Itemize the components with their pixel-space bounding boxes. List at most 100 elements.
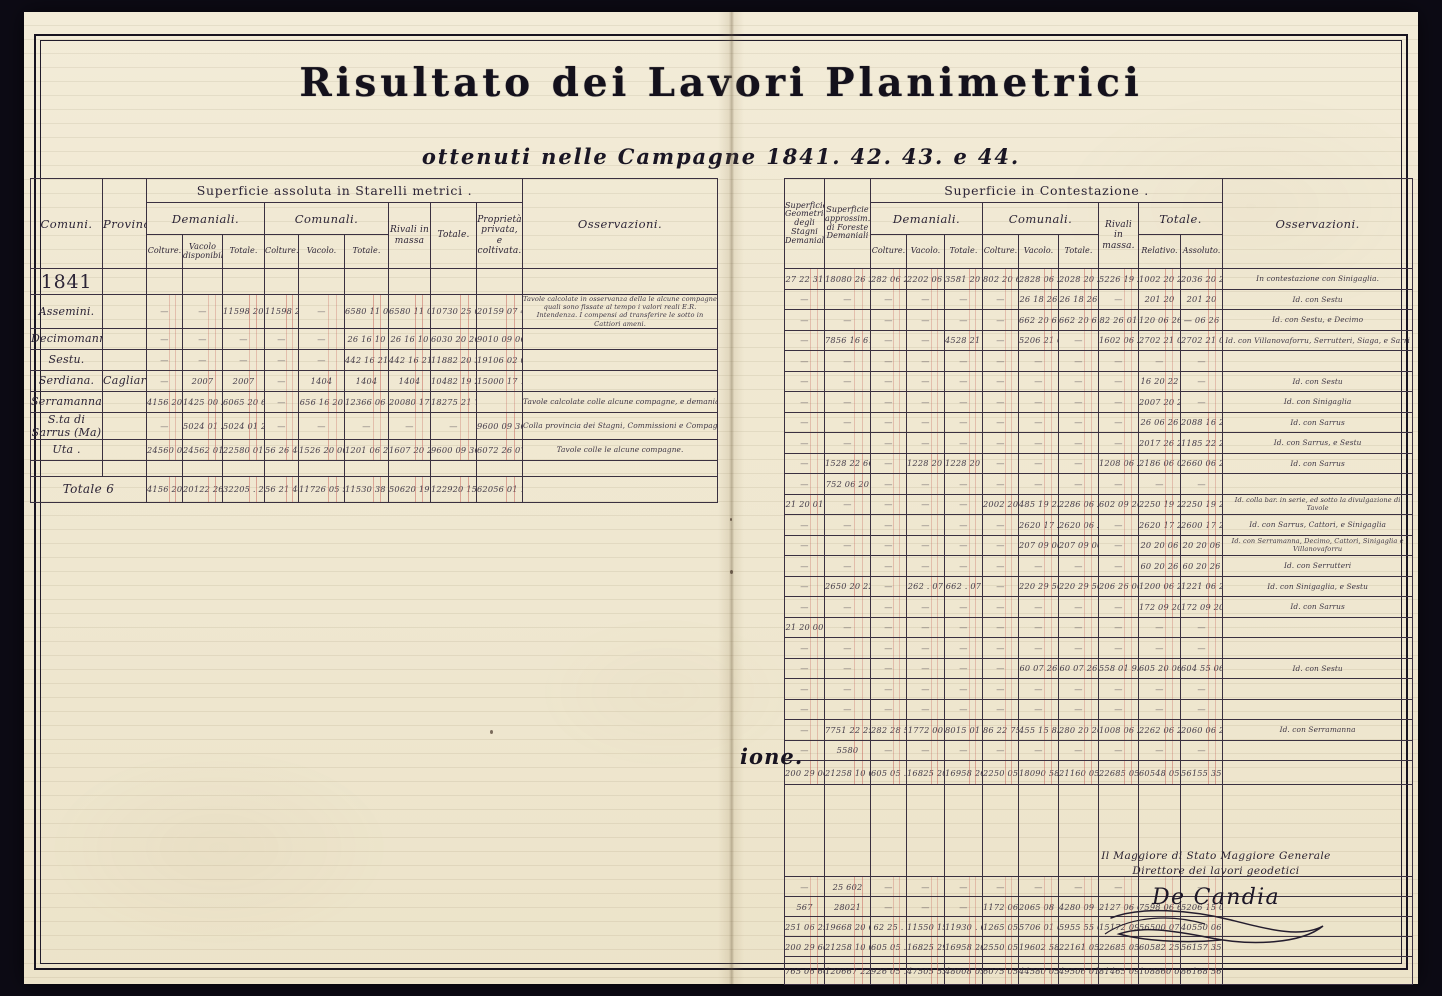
cell-stagni-17: 21 20 00	[784, 616, 825, 638]
cell-com_vacolo-2: 662 20 61	[1018, 309, 1059, 331]
blank-gap-cell	[870, 784, 907, 877]
spacer-cell	[182, 459, 223, 477]
year-row-filler	[522, 268, 719, 295]
bottom-cell-dem_colture-1: —	[870, 896, 907, 917]
cell-com_vacolo-19: 60 07 26	[1018, 657, 1059, 679]
table-row: ——————2620 17 282620 06 28—2620 17 28260…	[784, 514, 1414, 536]
cell-com_colture-1: —	[264, 327, 299, 350]
cell-dem_vacolo-2: —	[906, 309, 945, 331]
cell-com_vacolo-20: —	[1018, 678, 1059, 700]
cell-foreste-21: —	[824, 698, 871, 720]
cell-dem_vacolo-6: —	[906, 391, 945, 413]
cell-dem_totale-6: 22580 01 45	[222, 438, 265, 461]
cell-dem_vacolo-13: —	[906, 534, 945, 556]
signature-flourish-icon	[1104, 909, 1324, 944]
bottom-cell-dem_colture-2: 62 25 .	[870, 916, 907, 937]
cell-foreste-15: 2650 20 22	[824, 575, 871, 597]
cell-tot_rel-12: 2620 17 28	[1138, 514, 1181, 536]
table-row: Serramanna. 4156 20 291425 00 266065 20 6…	[30, 390, 719, 413]
cell-foreste-22: 7751 22 25	[824, 719, 871, 741]
table-row: — — — — — —662 20 61 662 20 61 82 26 01 120 06 2…	[784, 309, 1414, 331]
subtotal-rivali: 22685 05 66	[1098, 760, 1139, 785]
grand-total-dem_totale: 48008 05 79	[944, 956, 983, 985]
cell-com_totale-12: 2620 06 28	[1058, 514, 1099, 536]
bottom-cell-dem_totale-2: 11930 . 60	[944, 916, 983, 937]
cell-foreste-14: —	[824, 555, 871, 577]
cell-tot_ass-22: 2060 06 26	[1179, 719, 1224, 741]
cell-com_colture-2: —	[264, 348, 299, 371]
cell-rivali-1: —	[1098, 288, 1139, 310]
cell-rivali-18: —	[1098, 637, 1139, 659]
cell-dem_colture-19: —	[870, 657, 907, 679]
cell-com_colture-8: —	[982, 432, 1019, 454]
table-row: —1528 22 66—1228 20 661228 20 66———1208 …	[784, 452, 1414, 474]
cell-foreste-7: —	[824, 411, 871, 433]
cell-rivali-22: 1008 06 25	[1098, 719, 1139, 741]
table-row: —7856 16 61——4528 21 06—5206 21 06—1602 …	[784, 329, 1414, 351]
cell-dem_totale-10: —	[944, 473, 983, 495]
cell-rivali-5: —	[1098, 370, 1139, 392]
cell-dem_colture-22: 282 28 50	[870, 719, 907, 741]
cell-rivali-2: 82 26 01	[1098, 309, 1139, 331]
cell-dem_colture-0: —	[146, 294, 183, 329]
col-header-dem-colture: Colture.	[146, 234, 183, 269]
col-header-superficie-assoluta: Superficie assoluta in Starelli metrici …	[145, 178, 524, 203]
bottom-cell-com_vacolo-1: 2065 08 .	[1018, 896, 1059, 917]
cell-comune-2: Sestu.	[30, 348, 103, 371]
cell-com_totale-2: 662 20 61	[1058, 309, 1099, 331]
cell-com_totale-21: —	[1058, 698, 1099, 720]
cell-comune-0: Assemini.	[30, 294, 103, 329]
cell-com_totale-20: —	[1058, 678, 1099, 700]
table-row: Uta . 24560 01 4524562 01 4522580 01 4556…	[30, 438, 719, 461]
cell-rivali-0: 5226 19 20	[1098, 268, 1139, 290]
cell-foreste-1: —	[824, 288, 871, 310]
cell-dem_vacolo-7: —	[906, 411, 945, 433]
cell-dem_totale-0: 11598 20 49	[222, 294, 265, 329]
cell-rivali-2: 442 16 21	[388, 348, 431, 371]
bottom-cell-dem_vacolo-3: 16825 29 15	[906, 936, 945, 957]
cell-tot_ass-19: 604 55 06	[1179, 657, 1224, 679]
cell-com_vacolo-10: —	[1018, 473, 1059, 495]
cell-com_totale-16: —	[1058, 596, 1099, 618]
cell-comune-6: Uta .	[30, 438, 103, 461]
cell-com_vacolo-1: 26 18 26	[1018, 288, 1059, 310]
cell-tot_ass-20: —	[1179, 678, 1224, 700]
cell-dem_totale-3: 2007	[222, 369, 265, 392]
cell-osservazione-2: Id. con Sestu, e Decimo	[1222, 309, 1414, 331]
cell-osservazione-20	[1222, 678, 1414, 700]
cell-dem_vacolo-11: —	[906, 493, 945, 515]
cell-tot_rel-0: 1002 20 20	[1138, 268, 1181, 290]
table-row: — — — — — — — — —16 20 22— Id. con Sestu	[784, 370, 1414, 392]
cell-proprieta-0: 20159 07 45	[475, 294, 524, 329]
cell-stagni-21: —	[784, 698, 825, 720]
grand-total-stagni: 765 06 60	[784, 956, 825, 985]
col-header-cont-rivali: Rivali in massa.	[1098, 202, 1139, 269]
year-row-filler	[182, 268, 223, 295]
cell-dem_totale-21: —	[944, 698, 983, 720]
col-header-comuni: Comuni.	[30, 178, 103, 269]
total-value-0: 4156 20 29	[146, 475, 183, 503]
total-value-3: 56 21 44	[264, 475, 299, 503]
cell-tot_rel-23: —	[1138, 739, 1181, 761]
cell-com_colture-7: —	[982, 411, 1019, 433]
cell-dem_totale-14: —	[944, 555, 983, 577]
spacer-cell	[298, 459, 345, 477]
cell-com_totale-23: —	[1058, 739, 1099, 761]
col-header-cont-dem-vacolo: Vacolo.	[906, 234, 945, 269]
cell-com_colture-18: —	[982, 637, 1019, 659]
grand-total-com_totale: 49506 01 12	[1058, 956, 1099, 985]
cell-tot_rel-15: 1200 06 26	[1138, 575, 1181, 597]
signature-block: Il Maggiore di Stato Maggiore Generale D…	[1066, 849, 1366, 946]
cell-osservazione-0: Tavole calcolate in osservanza della le …	[522, 294, 719, 329]
cell-com_colture-17: —	[982, 616, 1019, 638]
cell-foreste-2: —	[824, 309, 871, 331]
cell-foreste-5: —	[824, 370, 871, 392]
cell-com_vacolo-0: 2828 06 25	[1018, 268, 1059, 290]
cell-osservazione-15: Id. con Sinigaglia, e Sestu	[1222, 575, 1414, 597]
year-row-filler	[475, 268, 524, 295]
cell-osservazione-9: Id. con Sarrus	[1222, 452, 1414, 474]
cell-osservazione-6: Tavole colle le alcune compagne.	[522, 438, 719, 461]
cell-dem_vacolo-6: 24562 01 45	[182, 438, 223, 461]
